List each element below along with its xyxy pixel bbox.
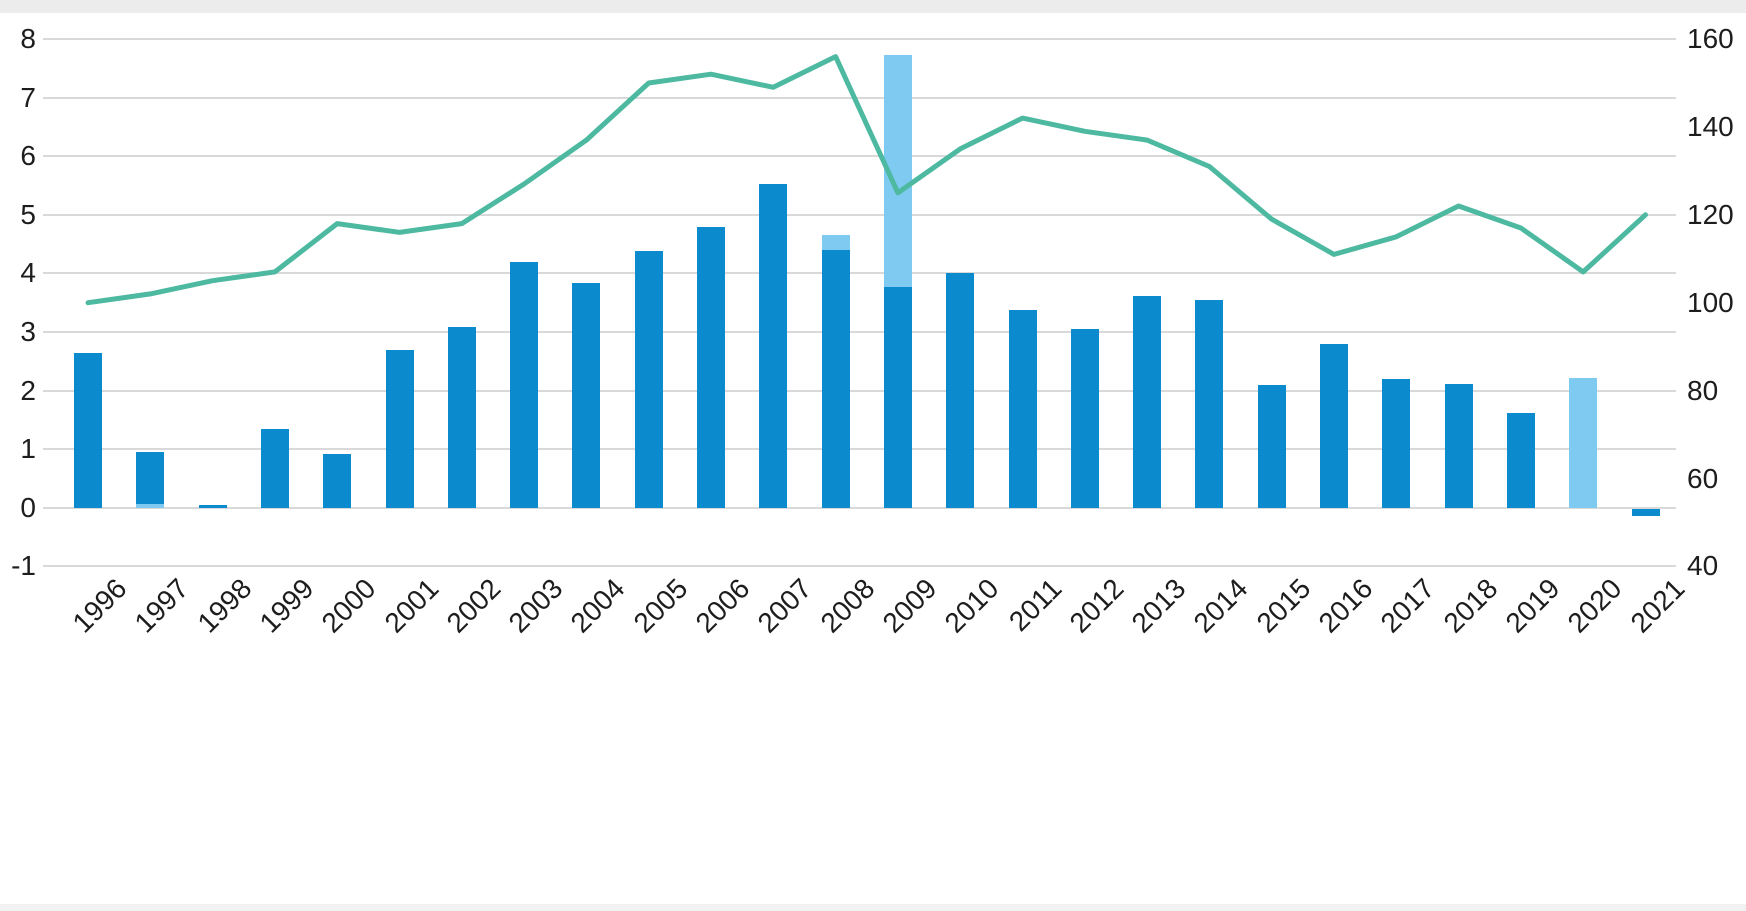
bar-dark-2008 xyxy=(821,249,850,508)
y-axis-right-tick: 60 xyxy=(1687,462,1719,494)
y-axis-left-tick: 6 xyxy=(20,140,36,172)
y-axis-left-tick: 0 xyxy=(20,491,36,523)
x-axis-label-2019: 2019 xyxy=(1499,572,1566,639)
bar-dark-2015 xyxy=(1257,384,1286,508)
bar-dark-1996 xyxy=(74,352,102,508)
bar-dark-2002 xyxy=(447,327,476,508)
bar-dark-2007 xyxy=(759,184,788,508)
bar-dark-2012 xyxy=(1070,329,1099,508)
gridline xyxy=(43,506,1676,509)
y-axis-right-tick: 160 xyxy=(1687,23,1734,54)
y-axis-right-tick: 100 xyxy=(1687,286,1734,318)
y-axis-left-tick: 8 xyxy=(20,23,36,54)
gridline xyxy=(43,331,1676,333)
x-axis-label-2021: 2021 xyxy=(1624,572,1691,639)
x-axis-label-2003: 2003 xyxy=(502,572,569,639)
bottom-edge-band xyxy=(0,904,1746,911)
y-axis-left-tick: 4 xyxy=(20,257,36,289)
bar-dark-2018 xyxy=(1444,383,1473,508)
bar-dark-2005 xyxy=(634,251,663,508)
bar-dark-2021 xyxy=(1631,508,1660,516)
x-axis-label-1997: 1997 xyxy=(128,572,195,639)
bar-dark-2019 xyxy=(1506,412,1535,508)
y-axis-right-tick: 120 xyxy=(1687,198,1734,230)
y-axis-left-tick: -1 xyxy=(11,550,36,582)
x-axis-label-1996: 1996 xyxy=(66,572,133,639)
bar-light-2008 xyxy=(821,235,850,250)
x-axis-label-2008: 2008 xyxy=(814,572,881,639)
x-axis-label-2016: 2016 xyxy=(1312,572,1379,639)
y-axis-right-tick: 140 xyxy=(1687,110,1734,142)
y-axis-left-tick: 2 xyxy=(20,374,36,406)
x-axis-label-2018: 2018 xyxy=(1437,572,1504,639)
bar-dark-2010 xyxy=(946,273,975,508)
bar-dark-2014 xyxy=(1195,299,1224,508)
x-axis-label-2002: 2002 xyxy=(440,572,507,639)
x-axis-label-2004: 2004 xyxy=(564,572,631,639)
bar-light-1997 xyxy=(136,503,165,508)
bar-dark-1998 xyxy=(198,504,227,508)
bar-dark-1997 xyxy=(136,452,165,504)
y-axis-right-tick: 80 xyxy=(1687,374,1719,406)
bar-dark-2017 xyxy=(1382,378,1411,508)
x-axis-label-2001: 2001 xyxy=(378,572,445,639)
top-edge-band xyxy=(0,0,1746,13)
y-axis-left-tick: 5 xyxy=(20,198,36,230)
gridline xyxy=(43,448,1676,451)
y-axis-left-tick: 7 xyxy=(20,81,36,113)
bar-light-2020 xyxy=(1569,377,1598,508)
x-axis-label-2011: 2011 xyxy=(1002,572,1068,638)
gridline xyxy=(43,565,1676,568)
bar-dark-2004 xyxy=(572,283,601,508)
bar-dark-2013 xyxy=(1133,295,1162,508)
x-axis-label-2012: 2012 xyxy=(1063,572,1130,639)
x-axis-label-2020: 2020 xyxy=(1561,572,1628,639)
x-axis-label-2013: 2013 xyxy=(1125,572,1192,639)
bar-dark-2009 xyxy=(883,286,912,508)
x-axis-label-2010: 2010 xyxy=(938,572,1005,639)
x-axis-label-2017: 2017 xyxy=(1374,572,1441,639)
x-axis-label-2015: 2015 xyxy=(1250,572,1317,639)
bar-dark-1999 xyxy=(260,428,289,508)
gridline xyxy=(43,272,1676,275)
y-axis-right-tick: 40 xyxy=(1687,550,1719,582)
gridline xyxy=(43,213,1676,216)
bar-dark-2006 xyxy=(697,226,725,508)
y-axis-left-tick: 3 xyxy=(20,316,36,347)
gridline xyxy=(43,155,1676,158)
y-axis-left-tick: 1 xyxy=(20,433,36,465)
x-axis-label-2009: 2009 xyxy=(876,572,943,639)
x-axis-label-2006: 2006 xyxy=(689,572,756,639)
bar-dark-2001 xyxy=(385,349,414,508)
bar-light-2009 xyxy=(883,55,912,287)
x-axis-label-1998: 1998 xyxy=(191,572,258,639)
bar-dark-2003 xyxy=(510,261,539,508)
x-axis-label-2000: 2000 xyxy=(315,572,382,639)
bar-dark-2011 xyxy=(1008,309,1037,508)
bar-dark-2000 xyxy=(323,453,352,508)
x-axis-label-2005: 2005 xyxy=(627,572,694,639)
trade-index-polyline xyxy=(85,54,1648,306)
gridline xyxy=(43,389,1676,392)
x-axis-label-2007: 2007 xyxy=(751,572,818,639)
gridline xyxy=(43,38,1676,40)
x-axis-label-2014: 2014 xyxy=(1187,572,1254,639)
bar-dark-2016 xyxy=(1320,343,1348,508)
x-axis-label-1999: 1999 xyxy=(253,572,320,639)
gridline xyxy=(43,96,1676,99)
combo-chart: 8 7 6 5 4 3 2 1 0 -1 160 140 120 100 80 60 40 1996 1997 199… xyxy=(11,23,1734,639)
